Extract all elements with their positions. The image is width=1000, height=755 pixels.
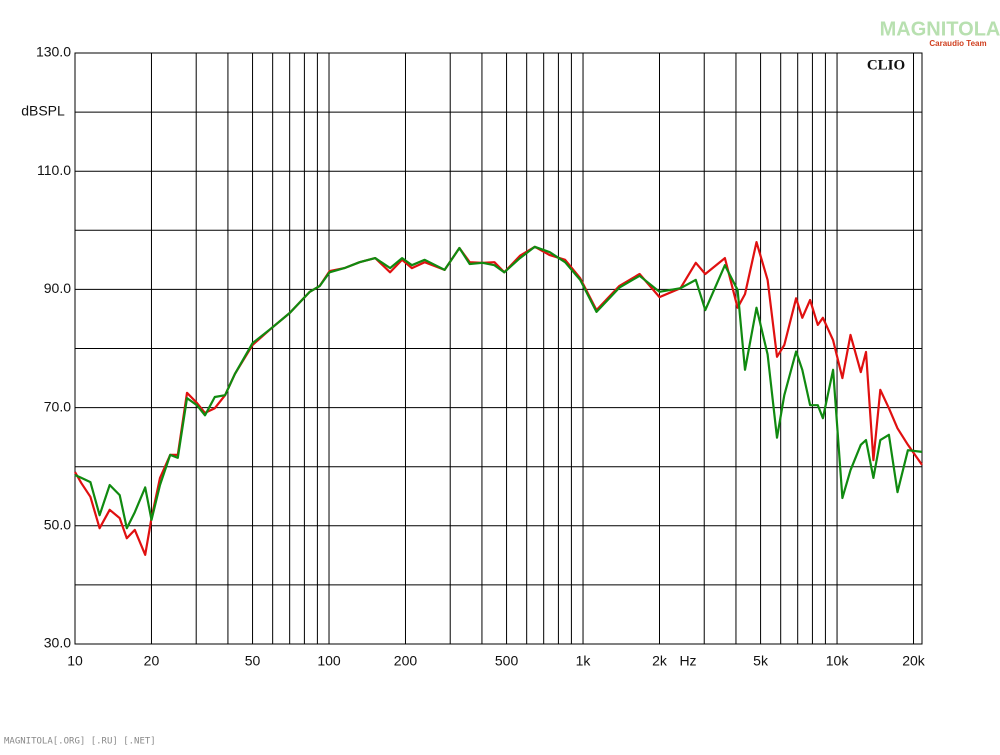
- badge: CLIO: [867, 57, 905, 73]
- y-tick-label: 30.0: [44, 635, 71, 651]
- x-tick-label: 2k: [652, 653, 668, 669]
- x-tick-label: 10k: [826, 653, 850, 669]
- y-tick-label: 50.0: [44, 517, 71, 533]
- x-tick-label: 50: [245, 653, 261, 669]
- x-tick-label: 20k: [902, 653, 926, 669]
- x-tick-label: 20: [144, 653, 160, 669]
- x-tick-label: 500: [495, 653, 519, 669]
- watermark-sub: Caraudio Team: [929, 39, 986, 48]
- x-tick-label: 5k: [753, 653, 769, 669]
- x-tick-label: 1k: [576, 653, 592, 669]
- footer: MAGNITOLA[.ORG] [.RU] [.NET]: [4, 737, 156, 747]
- x-tick-label: 10: [67, 653, 83, 669]
- plot-frame: [74, 52, 923, 645]
- x-unit: Hz: [679, 653, 696, 669]
- y-tick-label: 110.0: [37, 162, 71, 178]
- watermark: MAGNITOLA: [880, 18, 1000, 40]
- y-tick-label: 130.0: [36, 44, 71, 60]
- y-axis-label: dBSPL: [21, 103, 65, 119]
- y-tick-label: 70.0: [44, 398, 71, 414]
- x-tick-label: 100: [317, 653, 341, 669]
- series-line: [74, 245, 923, 530]
- y-tick-label: 90.0: [44, 280, 71, 296]
- x-tick-label: 200: [394, 653, 418, 669]
